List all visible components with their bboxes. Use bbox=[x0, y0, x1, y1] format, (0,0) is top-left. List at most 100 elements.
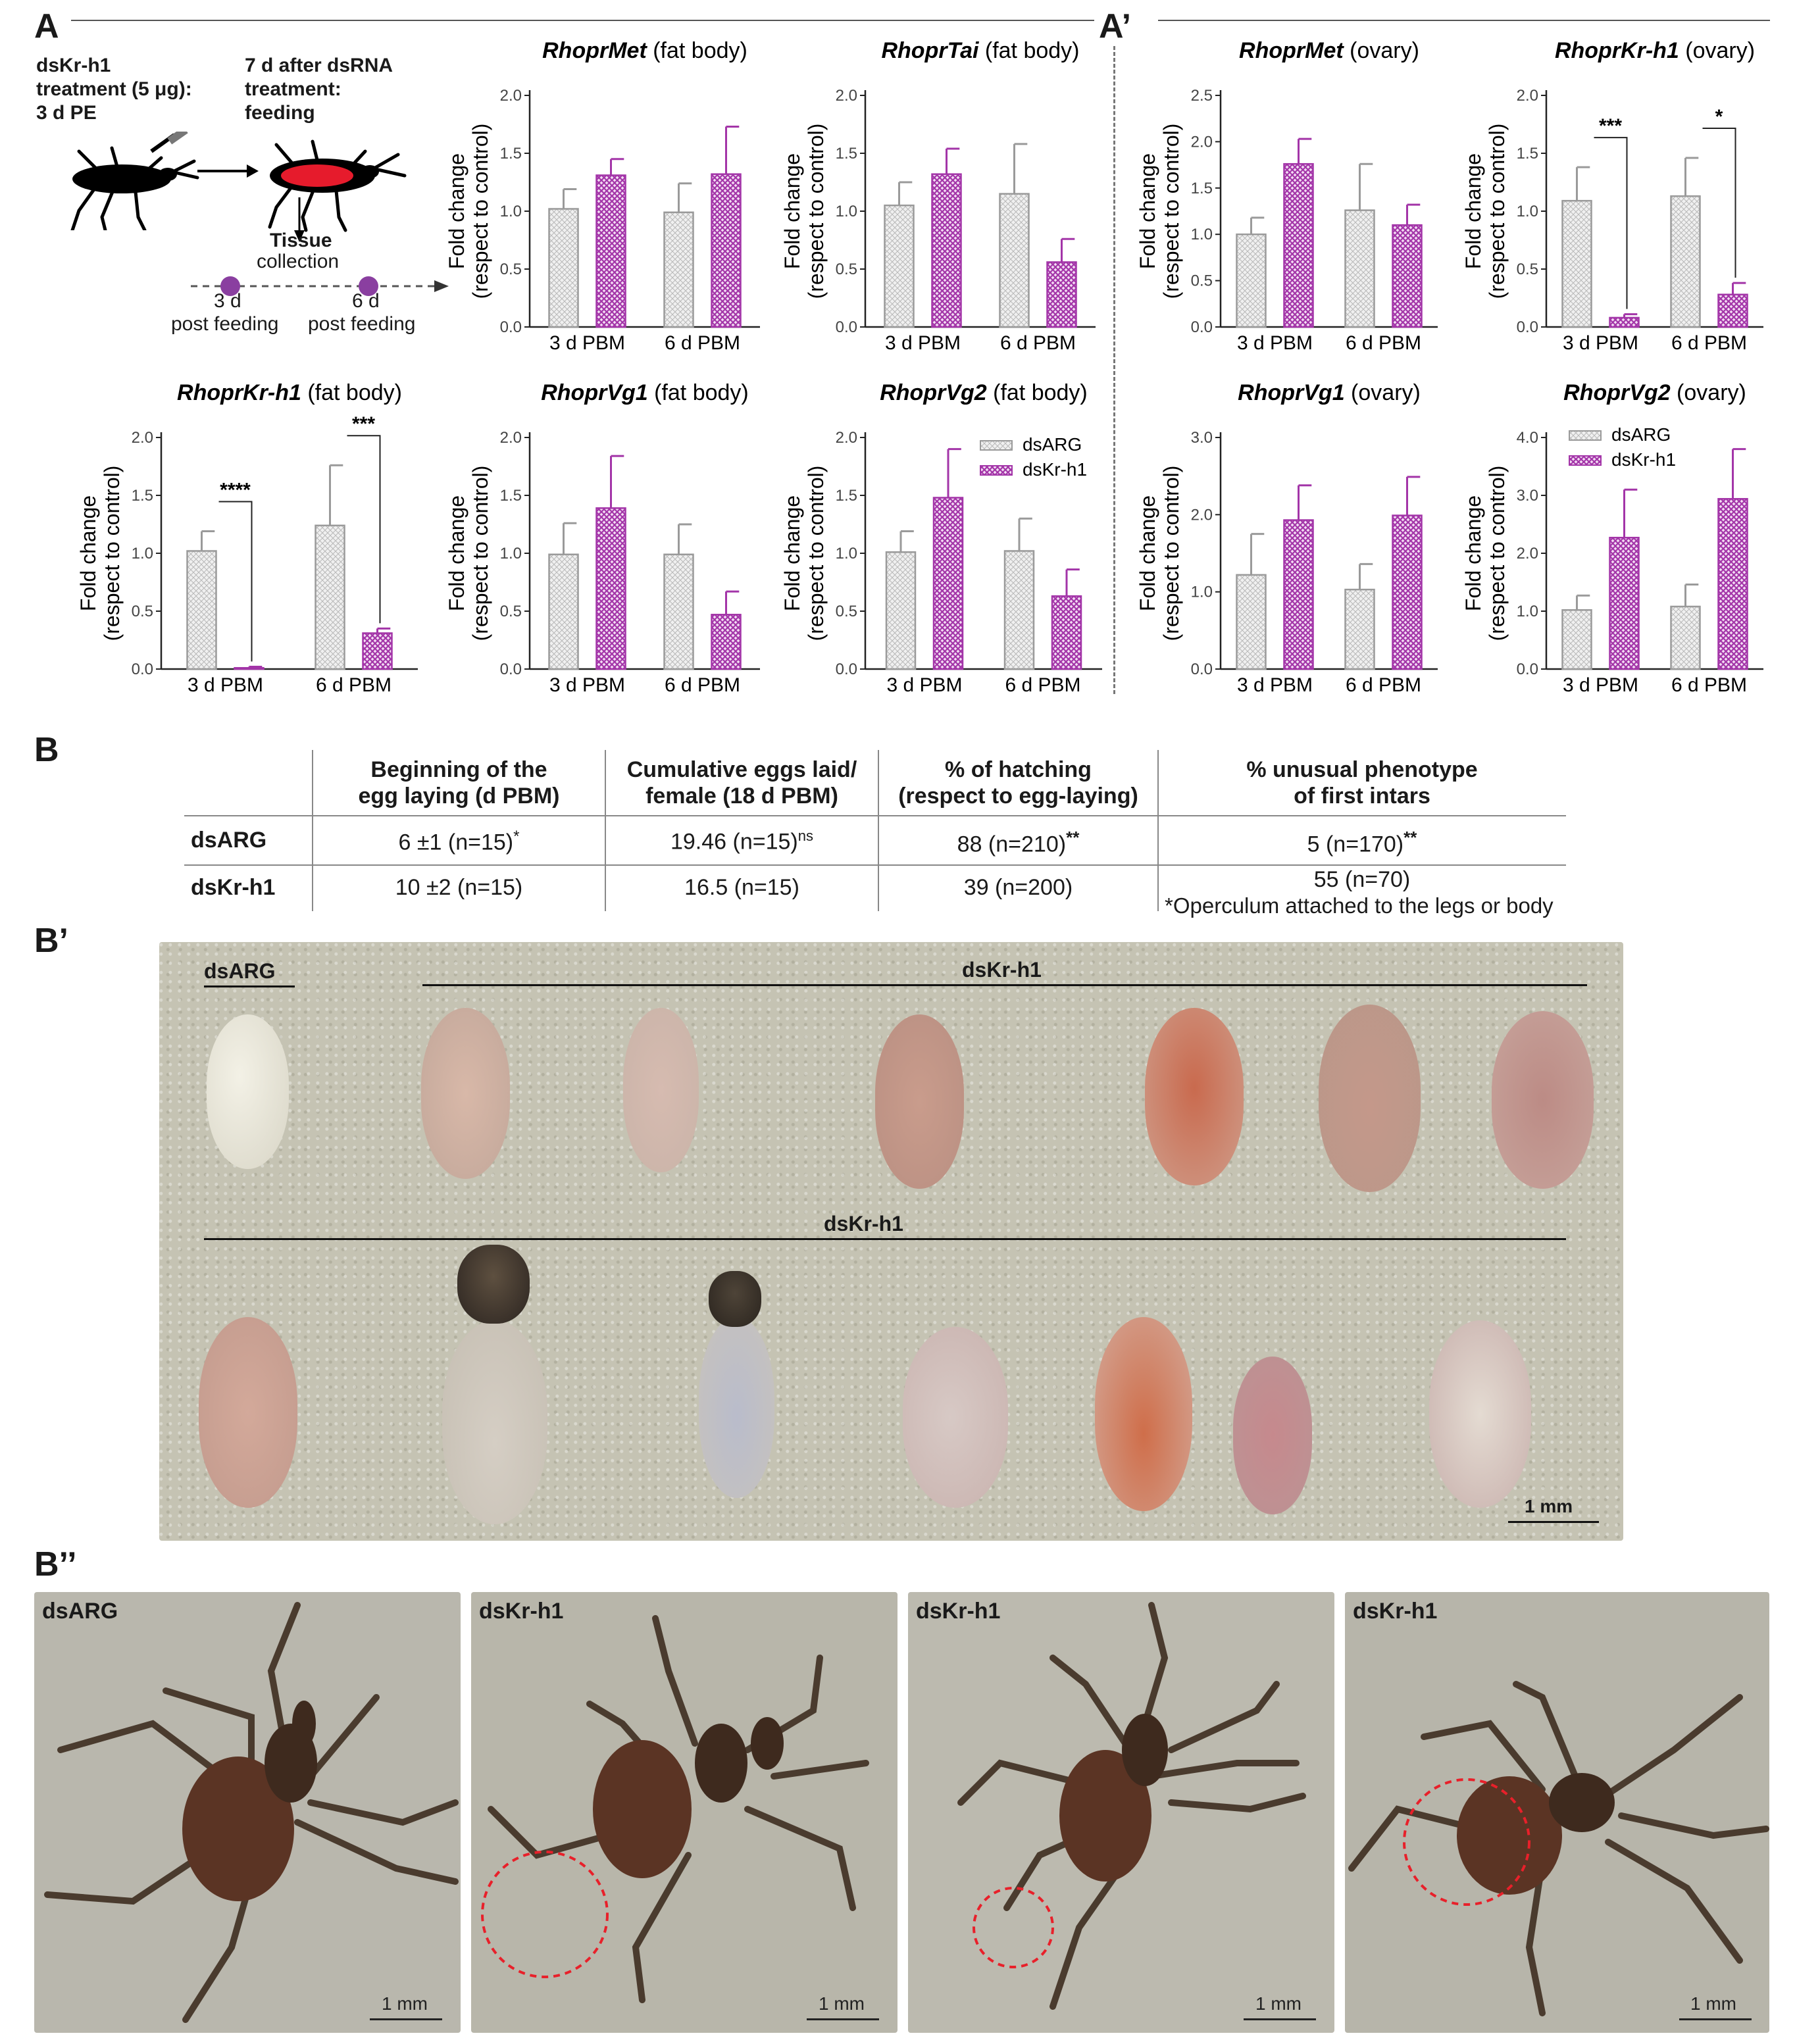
x-tick-label: 3 d PBM bbox=[188, 674, 263, 696]
table-header-2-line-2: female (18 d PBM) bbox=[645, 784, 838, 809]
x-tick-label: 6 d PBM bbox=[316, 674, 392, 696]
y-axis-label-line-1: Fold change bbox=[1136, 153, 1159, 269]
cell-dsarg-egg-laying: 6 ±1 (n=15)* bbox=[313, 828, 605, 855]
y-tick-label: 2.0 bbox=[836, 87, 857, 105]
y-tick-label: 0.5 bbox=[132, 603, 153, 620]
eggs-photo: dsARG dsKr-h1 dsKr-h1 1 mm bbox=[159, 942, 1623, 1541]
down-arrow-icon bbox=[294, 197, 305, 242]
egg-label-top-underline bbox=[422, 984, 1587, 986]
y-tick-label: 2.0 bbox=[500, 87, 522, 105]
egg-8 bbox=[442, 1320, 547, 1524]
table-header-4: % unusual phenotype of first intars bbox=[1158, 757, 1566, 809]
chart-kr-h1-fat-body: RhoprKr-h1 (fat body) Fold change(respect… bbox=[59, 375, 428, 704]
significance-bracket bbox=[1702, 128, 1736, 278]
chart-title-tissue: (ovary) bbox=[1671, 380, 1746, 405]
nymph-scale-label-2: 1 mm bbox=[819, 1993, 865, 2014]
y-tick-label: 1.0 bbox=[836, 545, 857, 562]
significance: ** bbox=[1066, 828, 1080, 847]
legend-swatch bbox=[980, 465, 1013, 476]
y-axis-label-line-2: (respect to control) bbox=[804, 466, 828, 641]
chart-met-ovary: RhoprMet (ovary) Fold change(respect to c… bbox=[1119, 33, 1448, 362]
nymph-photo-2: dsKr-h1 1 mm bbox=[471, 1592, 898, 2033]
y-tick-label: 1.0 bbox=[836, 203, 857, 220]
bar-dskr-h1 bbox=[1392, 224, 1423, 328]
x-tick-label: 3 d PBM bbox=[1563, 332, 1638, 354]
bar-dskr-h1 bbox=[362, 632, 393, 670]
bar-dsarg bbox=[663, 211, 694, 328]
x-tick-label: 6 d PBM bbox=[1346, 674, 1421, 696]
timepoint-2-desc: post feeding bbox=[308, 313, 416, 335]
bar-dskr-h1 bbox=[1717, 293, 1748, 328]
bar-dskr-h1 bbox=[1609, 316, 1640, 328]
egg-4 bbox=[1145, 1008, 1244, 1185]
y-axis-label-line-2: (respect to control) bbox=[1159, 466, 1183, 641]
x-tick-label: 6 d PBM bbox=[1346, 332, 1421, 354]
chart-title-gene: RhoprTai bbox=[881, 38, 980, 63]
egg-1 bbox=[421, 1008, 510, 1179]
y-tick-label: 1.0 bbox=[1517, 203, 1538, 220]
chart-vg2-fat-body: RhoprVg2 (fat body) Fold change(respect t… bbox=[763, 375, 1112, 704]
chart-title-gene: RhoprMet bbox=[1239, 38, 1344, 63]
timepoint-6d bbox=[359, 276, 378, 296]
after-line-3: feeding bbox=[245, 102, 315, 124]
bar-dskr-h1 bbox=[595, 174, 626, 328]
bar-dsarg bbox=[1561, 199, 1592, 328]
bar-dsarg bbox=[884, 204, 915, 328]
value: 19.46 (n=15) bbox=[670, 829, 798, 855]
phenotype-footnote: *Operculum attached to the legs or body bbox=[1165, 893, 1554, 918]
bar-dsarg bbox=[1670, 195, 1701, 328]
significance-bracket bbox=[218, 501, 253, 662]
y-tick-label: 0.0 bbox=[500, 661, 522, 678]
bar-dskr-h1 bbox=[1046, 261, 1077, 328]
chart-kr-h1-ovary: RhoprKr-h1 (ovary) Fold change(respect to… bbox=[1444, 33, 1773, 362]
nymph-icon bbox=[957, 1602, 1306, 2010]
bar-dsarg bbox=[548, 553, 579, 670]
treatment-dose: treatment (5 μg): bbox=[36, 78, 192, 100]
x-tick-label: 6 d PBM bbox=[1671, 674, 1747, 696]
chart-title: RhoprVg1 (fat body) bbox=[541, 380, 749, 405]
arrow-icon bbox=[197, 164, 259, 178]
y-tick-label: 1.0 bbox=[1191, 226, 1213, 243]
bar-dskr-h1 bbox=[711, 614, 742, 670]
treatment-line-3: 3 d PE bbox=[36, 102, 97, 124]
bar-dskr-h1 bbox=[1609, 536, 1640, 670]
bar-dsarg bbox=[999, 193, 1030, 328]
table-header-3-line-1: % of hatching bbox=[945, 757, 1092, 782]
eggs-scale-bar bbox=[1508, 1521, 1599, 1523]
y-tick-label: 0.0 bbox=[836, 661, 857, 678]
chart-title-gene: RhoprVg2 bbox=[1563, 380, 1671, 405]
bar-dskr-h1 bbox=[234, 666, 265, 670]
y-tick-label: 1.5 bbox=[836, 145, 857, 162]
nymph-label-2: dsKr-h1 bbox=[479, 1599, 564, 1624]
egg-12 bbox=[1233, 1357, 1312, 1514]
y-tick-label: 2.0 bbox=[1191, 506, 1213, 524]
y-axis-label-line-2: (respect to control) bbox=[468, 466, 492, 641]
timepoint-2-day: 6 d bbox=[352, 290, 380, 312]
legend-label: dsARG bbox=[1611, 424, 1671, 445]
y-tick-label: 0.0 bbox=[1191, 318, 1213, 336]
y-tick-label: 2.0 bbox=[500, 429, 522, 447]
y-axis-label-line-1: Fold change bbox=[1461, 153, 1485, 269]
chart-svg: RhoprKr-h1 (ovary) Fold change(respect to… bbox=[1461, 38, 1763, 354]
legend-swatch bbox=[980, 440, 1013, 451]
value: 6 ±1 (n=15) bbox=[398, 830, 514, 855]
x-tick-label: 3 d PBM bbox=[885, 332, 961, 354]
significance-bracket bbox=[347, 435, 381, 624]
timepoint-3d bbox=[220, 276, 240, 296]
chart-tai-fat-body: RhoprTai (fat body) Fold change(respect t… bbox=[763, 33, 1105, 362]
chart-title-tissue: (fat body) bbox=[978, 38, 1079, 63]
value: 5 (n=170) bbox=[1307, 832, 1404, 857]
treatment-line-2: treatment (5 μg): bbox=[36, 78, 192, 101]
chart-svg: RhoprMet (fat body) Fold change(respect t… bbox=[445, 38, 760, 354]
y-axis-label: Fold change(respect to control) bbox=[445, 124, 492, 299]
y-axis-label: Fold change(respect to control) bbox=[780, 466, 828, 641]
legend-label: dsARG bbox=[1023, 434, 1082, 455]
cell-dsarg-hatching: 88 (n=210)** bbox=[878, 828, 1158, 857]
y-tick-label: 2.0 bbox=[1517, 545, 1538, 562]
y-axis-label-line-2: (respect to control) bbox=[804, 124, 828, 299]
y-axis-label: Fold change(respect to control) bbox=[76, 466, 124, 641]
chart-title-tissue: (fat body) bbox=[648, 380, 749, 405]
workflow-schematic: dsKr-h1 treatment (5 μg): 3 d PE 7 d aft… bbox=[26, 46, 449, 349]
y-tick-label: 0.0 bbox=[500, 318, 522, 336]
nymph-label-3: dsKr-h1 bbox=[916, 1599, 1001, 1624]
